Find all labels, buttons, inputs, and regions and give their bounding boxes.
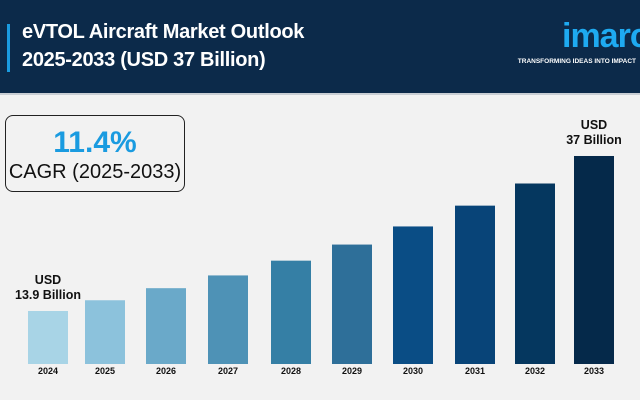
annotation-2024-value: 13.9 Billion bbox=[15, 288, 81, 302]
cagr-label: CAGR (2025-2033) bbox=[8, 161, 182, 183]
x-tick-2027: 2027 bbox=[218, 366, 238, 376]
imarc-logo: imarc bbox=[562, 17, 640, 55]
x-tick-2032: 2032 bbox=[525, 366, 545, 376]
x-tick-2031: 2031 bbox=[465, 366, 485, 376]
annotation-2033: USD 37 Billion bbox=[554, 118, 634, 148]
x-tick-2033: 2033 bbox=[584, 366, 604, 376]
x-tick-2026: 2026 bbox=[156, 366, 176, 376]
cagr-value: 11.4% bbox=[53, 126, 137, 159]
bar-2028 bbox=[271, 260, 311, 364]
bar-2025 bbox=[85, 300, 125, 364]
bar-2031 bbox=[455, 205, 495, 364]
x-tick-2029: 2029 bbox=[342, 366, 362, 376]
annotation-2033-value: 37 Billion bbox=[566, 133, 622, 147]
page-title: eVTOL Aircraft Market Outlook 2025-2033 … bbox=[22, 18, 304, 74]
bar-2029 bbox=[332, 244, 372, 364]
bar-2024 bbox=[28, 310, 68, 364]
annotation-2024-line1: USD bbox=[34, 273, 62, 287]
annotation-2024: USD 13.9 Billion bbox=[8, 273, 88, 303]
x-tick-2030: 2030 bbox=[403, 366, 423, 376]
bar-2032 bbox=[515, 183, 555, 364]
bar-2027 bbox=[208, 275, 248, 364]
logo-tagline: TRANSFORMING IDEAS INTO IMPACT bbox=[517, 58, 636, 65]
x-tick-2025: 2025 bbox=[95, 366, 115, 376]
x-tick-2024: 2024 bbox=[38, 366, 58, 376]
header: eVTOL Aircraft Market Outlook 2025-2033 … bbox=[0, 0, 640, 95]
title-line-1: eVTOL Aircraft Market Outlook bbox=[22, 21, 305, 43]
bar-2033 bbox=[574, 155, 614, 364]
x-tick-2028: 2028 bbox=[281, 366, 301, 376]
title-line-2: 2025-2033 (USD 37 Billion) bbox=[22, 49, 266, 71]
accent-bar bbox=[7, 24, 10, 72]
bar-2030 bbox=[393, 226, 433, 364]
annotation-2033-line1: USD bbox=[580, 118, 608, 132]
bar-2026 bbox=[146, 288, 186, 364]
cagr-box: 11.4% CAGR (2025-2033) bbox=[5, 115, 185, 192]
